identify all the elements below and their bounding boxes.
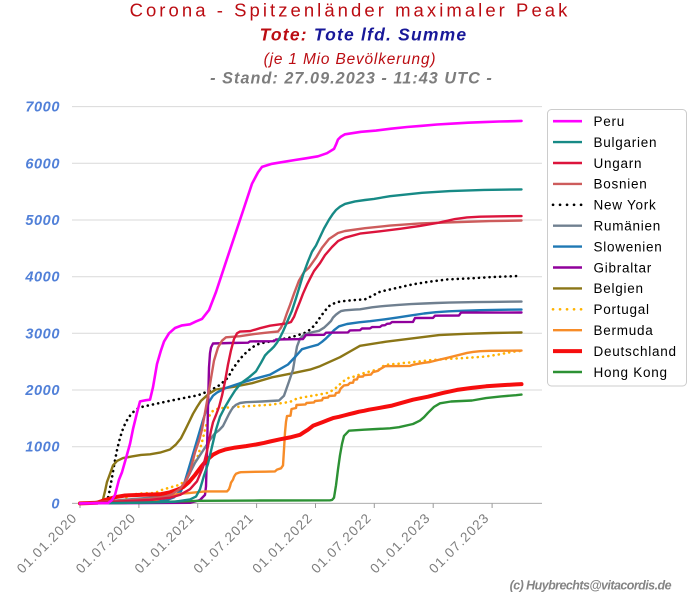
svg-text:Tote: Tote lfd. Summe: Tote: Tote lfd. Summe — [260, 25, 468, 45]
svg-text:New York: New York — [594, 198, 657, 213]
svg-text:Deutschland: Deutschland — [594, 344, 677, 359]
svg-text:Bermuda: Bermuda — [594, 323, 654, 338]
svg-text:7000: 7000 — [25, 100, 60, 116]
svg-text:0: 0 — [51, 496, 60, 512]
svg-text:Belgien: Belgien — [594, 281, 644, 296]
svg-text:1000: 1000 — [25, 440, 60, 456]
svg-text:Peru: Peru — [594, 114, 626, 129]
svg-text:Bulgarien: Bulgarien — [594, 135, 658, 150]
svg-text:2000: 2000 — [24, 383, 60, 399]
svg-text:Hong Kong: Hong Kong — [594, 365, 668, 380]
svg-text:- Stand: 27.09.2023 - 11:43 UT: - Stand: 27.09.2023 - 11:43 UTC - — [210, 70, 493, 88]
svg-text:(je 1 Mio Bevölkerung): (je 1 Mio Bevölkerung) — [264, 51, 437, 68]
svg-text:4000: 4000 — [24, 270, 60, 286]
svg-text:5000: 5000 — [25, 213, 60, 229]
svg-text:Slowenien: Slowenien — [594, 239, 663, 254]
svg-text:3000: 3000 — [25, 326, 60, 342]
svg-text:6000: 6000 — [25, 156, 60, 172]
svg-text:Bosnien: Bosnien — [594, 177, 648, 192]
svg-text:Ungarn: Ungarn — [594, 156, 643, 171]
svg-text:Portugal: Portugal — [594, 302, 650, 317]
svg-text:(c) Huybrechts@vitacordis.de: (c) Huybrechts@vitacordis.de — [510, 579, 672, 593]
svg-text:Rumänien: Rumänien — [594, 219, 662, 234]
svg-text:Gibraltar: Gibraltar — [594, 260, 653, 275]
svg-text:Corona - Spitzenländer maximal: Corona - Spitzenländer maximaler Peak — [130, 0, 571, 21]
